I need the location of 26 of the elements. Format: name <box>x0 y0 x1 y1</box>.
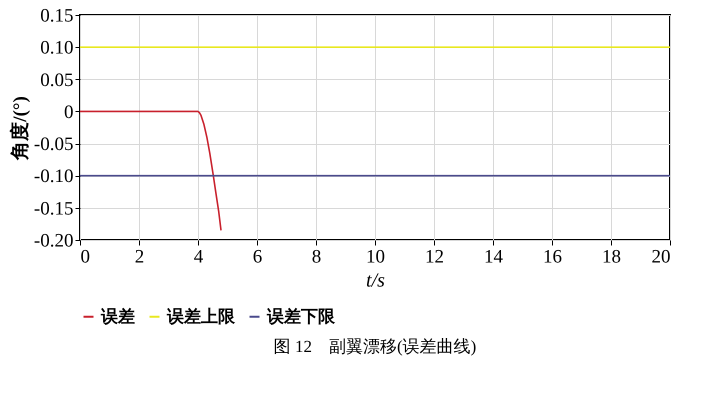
x-tick-label: 6 <box>252 246 262 268</box>
x-tick-label: 18 <box>602 246 621 268</box>
legend-label: 误差 <box>100 306 135 326</box>
x-tick-label: 20 <box>652 246 670 268</box>
x-tick-label: 16 <box>543 246 562 268</box>
x-tick-label: 12 <box>425 246 444 268</box>
text: 图 12 副翼漂移(误差曲线) <box>274 337 476 356</box>
x-tick-label: 2 <box>134 246 144 268</box>
x-tick-label: 14 <box>484 246 504 268</box>
y-tick-label: 0.15 <box>40 6 74 26</box>
y-tick-label: 0 <box>64 102 74 123</box>
line-series <box>79 110 222 232</box>
legend-label: 误差上限 <box>166 306 236 326</box>
y-tick-label: -0.10 <box>34 166 74 188</box>
y-tick-label: -0.05 <box>34 134 74 156</box>
y-tick-label: -0.15 <box>34 198 74 220</box>
y-tick-label: 0.05 <box>40 70 74 91</box>
x-tick-label: 10 <box>366 246 385 268</box>
y-axis-title: 角度/(°) <box>8 96 31 161</box>
y-tick-label: -0.20 <box>34 230 74 252</box>
legend-label: 误差下限 <box>266 306 336 326</box>
x-tick-label: 8 <box>312 246 322 268</box>
x-tick-label: 0 <box>80 246 90 268</box>
x-tick-label: 4 <box>194 246 204 268</box>
x-axis-title: t/s <box>366 270 386 292</box>
y-tick-label: 0.10 <box>40 38 74 59</box>
